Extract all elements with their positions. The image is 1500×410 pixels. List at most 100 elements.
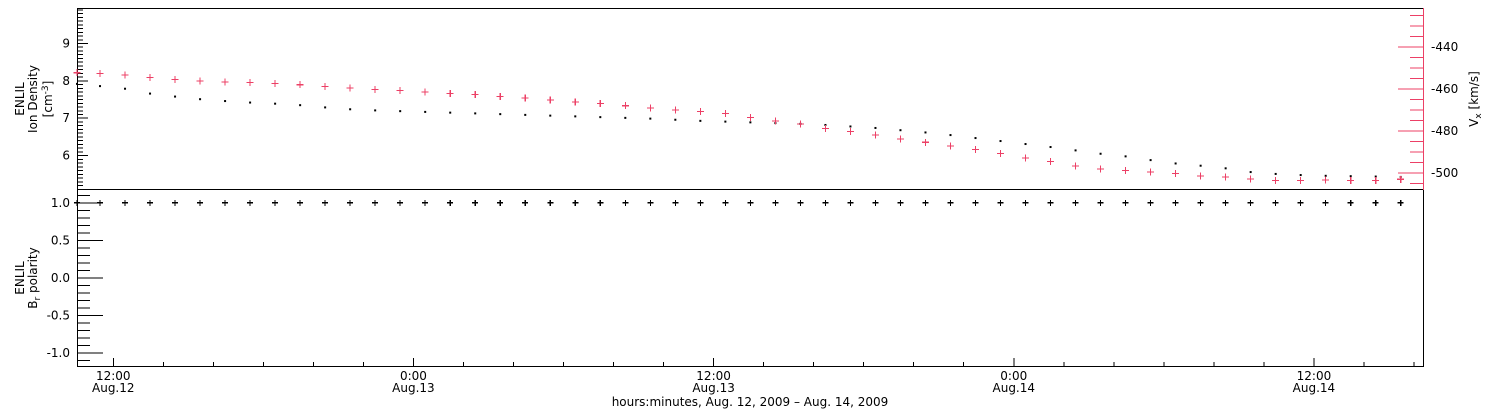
time-tick-label-hours: 12:00 — [1297, 369, 1332, 383]
br-polarity-point — [122, 199, 129, 206]
vx-point — [196, 77, 204, 85]
ion-density-point — [499, 113, 502, 116]
br-polarity-point — [397, 199, 404, 206]
vx-point — [771, 117, 779, 125]
vx-point — [271, 80, 279, 88]
vx-point — [396, 87, 404, 95]
br-polarity-point — [322, 199, 329, 206]
br-polarity-point — [422, 199, 429, 206]
density-axis-units: [cm-3] — [41, 81, 55, 118]
br-polarity-point — [272, 199, 279, 206]
ion-density-point — [299, 104, 302, 107]
density-tick-label: 9 — [62, 37, 70, 51]
time-tick-label-hours: 12:00 — [696, 369, 731, 383]
vx-point — [896, 135, 904, 143]
vx-point — [696, 108, 704, 116]
ion-density-point — [274, 102, 277, 105]
ion-density-point — [1374, 175, 1377, 178]
ion-density-point — [699, 119, 702, 122]
time-tick-label-date: Aug.14 — [993, 381, 1036, 395]
br-polarity-point — [872, 199, 879, 206]
ion-density-point — [474, 112, 477, 115]
br-polarity-point — [147, 199, 154, 206]
br-polarity-point — [472, 199, 479, 206]
br-polarity-point — [647, 199, 654, 206]
vx-point — [471, 91, 479, 99]
polarity-axis-title-line2: Br polarity — [26, 247, 43, 308]
br-polarity-point — [1322, 199, 1329, 206]
vx-point — [171, 75, 179, 83]
br-polarity-point — [547, 199, 554, 206]
vx-point — [571, 98, 579, 106]
br-polarity-point — [1147, 199, 1154, 206]
vx-point — [1172, 170, 1180, 178]
br-polarity-point — [1172, 199, 1179, 206]
br-polarity-point — [1247, 199, 1254, 206]
vx-point — [146, 74, 154, 82]
vx-point — [646, 104, 654, 112]
vx-point — [1122, 167, 1130, 175]
polarity-tick-label: 0.0 — [51, 271, 70, 285]
br-polarity-point — [772, 199, 779, 206]
density-tick-label: 8 — [62, 74, 70, 88]
br-polarity-point — [1072, 199, 1079, 206]
vx-point — [1272, 176, 1280, 184]
vx-point — [721, 110, 729, 118]
density-axis-title-line2: Ion Density — [26, 65, 40, 133]
ion-density-point — [1099, 152, 1102, 155]
ion-density-point — [124, 87, 127, 90]
ion-density-point — [1224, 167, 1227, 170]
vx-point — [321, 83, 329, 91]
ion-density-point — [1299, 174, 1302, 177]
ion-density-point — [849, 125, 852, 128]
axis-ticks — [77, 9, 1424, 367]
ion-density-point — [899, 129, 902, 132]
time-tick-label-hours: 0:00 — [400, 369, 427, 383]
time-tick-label-date: Aug.13 — [692, 381, 735, 395]
br-polarity-point — [1022, 199, 1029, 206]
vx-point — [346, 84, 354, 92]
vx-point — [846, 127, 854, 135]
br-polarity-point — [572, 199, 579, 206]
polarity-axis-title-line1: ENLIL — [13, 261, 27, 295]
br-polarity-point — [97, 199, 104, 206]
ion-density-point — [599, 116, 602, 119]
br-polarity-point — [347, 199, 354, 206]
br-polarity-point — [922, 199, 929, 206]
density-tick-label: 6 — [62, 149, 70, 163]
ion-density-point — [949, 134, 952, 137]
br-polarity-point — [972, 199, 979, 206]
top-panel-frame — [77, 8, 1424, 190]
br-polarity-point — [797, 199, 804, 206]
vx-point — [1397, 175, 1405, 183]
vx-point — [1097, 165, 1105, 173]
polarity-tick-label: 1.0 — [51, 196, 70, 210]
tick-labels: 6 7 8 9 -440 -460 -480 -500 -1.0 -0.5 0.0 0.5 1.0 12:… — [47, 37, 1459, 395]
vx-axis-title: Vx [km/s] — [1467, 71, 1484, 127]
ion-density-point — [76, 82, 78, 85]
ion-density-point — [399, 110, 402, 113]
ion-density-point — [1324, 174, 1327, 177]
vx-tick-label: -460 — [1431, 82, 1458, 96]
time-tick-label-hours: 12:00 — [96, 369, 131, 383]
vx-point — [1072, 162, 1080, 170]
ion-density-point — [924, 131, 927, 134]
br-polarity-point — [1122, 199, 1129, 206]
ion-density-point — [1249, 171, 1252, 174]
br-polarity-point — [697, 199, 704, 206]
vx-point — [746, 113, 754, 121]
br-polarity-point — [1272, 199, 1279, 206]
br-polarity-point — [1397, 199, 1404, 206]
br-polarity-point — [497, 199, 504, 206]
ion-density-point — [324, 106, 327, 109]
vx-point — [296, 81, 304, 89]
vx-point — [446, 89, 454, 97]
vx-point — [921, 138, 929, 146]
vx-point — [73, 69, 81, 77]
ion-density-point — [174, 95, 177, 98]
ion-density-point — [1024, 143, 1027, 146]
br-polarity-point — [74, 199, 80, 206]
ion-density-point — [249, 101, 252, 104]
ion-density-point — [349, 108, 352, 111]
br-polarity-point — [672, 199, 679, 206]
